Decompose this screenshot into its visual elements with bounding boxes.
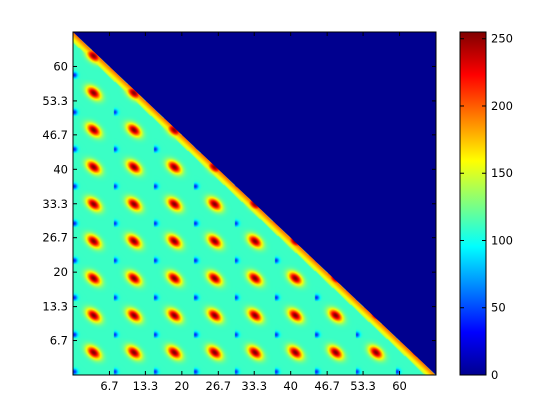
colorbar-ticks: 0 50 100 150 200 250 — [460, 32, 513, 382]
colorbar-tick-label: 150 — [491, 166, 513, 180]
y-axis-ticks: 6.7 13.3 20 26.7 33.3 40 46.7 53.3 60 — [42, 59, 436, 348]
y-tick-label: 13.3 — [42, 300, 68, 314]
x-tick-label: 40 — [283, 379, 298, 393]
colorbar-tick-label: 250 — [491, 32, 513, 46]
y-tick-label: 26.7 — [42, 231, 68, 245]
x-tick-label: 60 — [392, 379, 407, 393]
y-tick-label: 40 — [53, 162, 68, 176]
x-tick-label: 33.3 — [241, 379, 267, 393]
x-tick-label: 53.3 — [350, 379, 376, 393]
y-tick-label: 53.3 — [42, 94, 68, 108]
y-tick-label: 33.3 — [42, 197, 68, 211]
x-tick-label: 26.7 — [206, 379, 232, 393]
colorbar-gradient — [460, 32, 486, 375]
x-tick-label: 13.3 — [133, 379, 159, 393]
colorbar-frame — [459, 31, 487, 376]
y-tick-label: 46.7 — [42, 128, 68, 142]
colorbar-tick-label: 50 — [491, 301, 506, 315]
colorbar-tick-label: 100 — [491, 233, 513, 247]
heatmap-plot: 6.7 13.3 20 26.7 33.3 40 46.7 53.3 60 6.7 13.3 20 2… — [42, 31, 437, 393]
x-tick-label: 20 — [175, 379, 190, 393]
x-tick-label: 46.7 — [314, 379, 340, 393]
colorbar-tick-label: 0 — [491, 368, 498, 382]
y-tick-label: 20 — [53, 265, 68, 279]
x-tick-label: 6.7 — [100, 379, 118, 393]
y-tick-label: 6.7 — [50, 334, 68, 348]
y-tick-label: 60 — [53, 59, 68, 73]
x-axis-ticks: 6.7 13.3 20 26.7 33.3 40 46.7 53.3 60 — [100, 32, 407, 393]
colorbar-tick-label: 200 — [491, 99, 513, 113]
colorbar: 0 50 100 150 200 250 — [459, 31, 513, 382]
